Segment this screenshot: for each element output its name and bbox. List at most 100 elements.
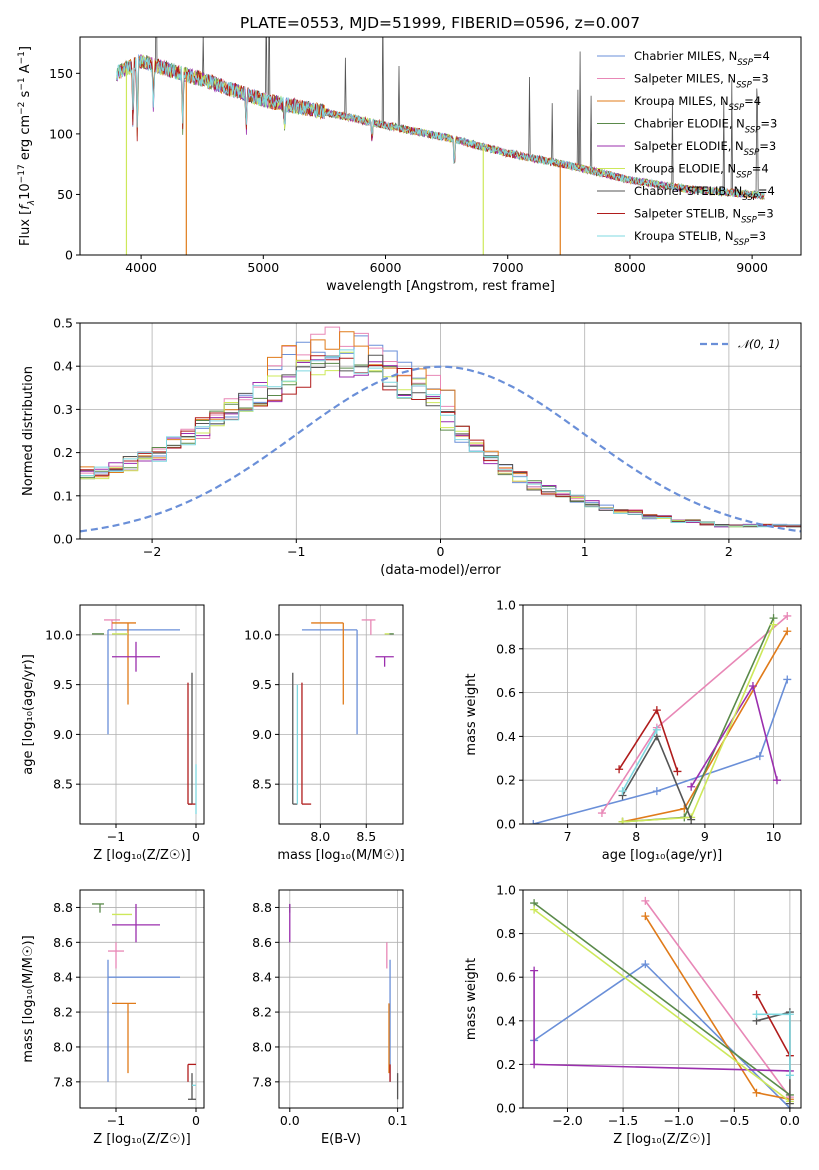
spectrum-x-axis-label: wavelength [Angstrom, rest frame] bbox=[326, 279, 555, 294]
legend-label: 𝒩(0, 1) bbox=[738, 337, 780, 351]
legend-name: Kroupa ELODIE, N bbox=[634, 162, 736, 176]
legend-eq: =3 bbox=[749, 229, 766, 243]
y-label-part: 10 bbox=[18, 183, 33, 200]
y-tick-label: 0.8 bbox=[496, 926, 516, 941]
mass-weight-marker bbox=[783, 675, 792, 684]
x-tick-label: −2.0 bbox=[552, 1113, 582, 1128]
x-tick-label: −1 bbox=[287, 544, 305, 559]
y-tick-label: 1.0 bbox=[496, 598, 516, 613]
y-tick-label: 9.0 bbox=[252, 727, 272, 742]
y-label-part: −1 bbox=[17, 51, 27, 64]
errorbar-point bbox=[112, 1002, 136, 1074]
age_vs_Z-panel: −1 0 8.5 9.0 9.5 10.0 Z [log₁₀(Z/Z☉)] age [log₁… bbox=[21, 604, 205, 863]
y-tick-label: 9.0 bbox=[53, 727, 73, 742]
y-tick-label: 8.2 bbox=[252, 1005, 272, 1020]
mass-weight-marker bbox=[687, 815, 696, 824]
y-label-part: λ bbox=[27, 200, 37, 206]
legend-name: Salpeter STELIB, N bbox=[634, 207, 741, 221]
y-tick-label: 10.0 bbox=[244, 627, 272, 642]
spectrum-panel: 4000 5000 6000 7000 8000 9000 0 50 100 150 wavelen… bbox=[17, 36, 802, 294]
y-tick-label: 9.5 bbox=[53, 677, 73, 692]
legend-label: Salpeter STELIB, NSSP=3 bbox=[634, 207, 774, 226]
mass-weight-marker bbox=[772, 776, 781, 785]
mass_vs_EBV-panel: 0.0 0.1 7.8 8.0 8.2 8.4 8.6 8.8 E(B-V) bbox=[252, 889, 408, 1147]
x-tick-label: −1 bbox=[107, 1113, 125, 1128]
y-tick-label: 8.4 bbox=[252, 970, 272, 985]
x-tick-label: 5000 bbox=[247, 260, 279, 275]
x-tick-label: 8000 bbox=[614, 260, 646, 275]
mass_weight_vs_age-y-axis-label: mass weight bbox=[464, 673, 479, 755]
mass-weight-marker bbox=[785, 1010, 794, 1019]
mass-weight-line bbox=[644, 915, 791, 1101]
age_vs_Z-y-axis-label: age [log₁₀(age/yr)] bbox=[21, 654, 36, 775]
errorbar-point bbox=[188, 1073, 196, 1100]
x-tick-label: 4000 bbox=[125, 260, 157, 275]
mass-weight-marker bbox=[529, 820, 538, 824]
legend-sub: SSP bbox=[736, 171, 752, 181]
mass-weight-marker bbox=[755, 752, 764, 761]
x-tick-label: 0.1 bbox=[388, 1113, 408, 1128]
mass-weight-marker bbox=[641, 896, 650, 905]
mass-weight-line bbox=[533, 908, 791, 1103]
errorbar-point bbox=[187, 1063, 196, 1082]
y-tick-label: 0.2 bbox=[496, 773, 516, 788]
y-tick-label: 0.3 bbox=[53, 402, 73, 417]
errorbar-point bbox=[112, 622, 136, 705]
mass-weight-marker bbox=[618, 787, 627, 796]
y-tick-label: 0.2 bbox=[496, 1057, 516, 1072]
x-tick-label: 9 bbox=[701, 829, 709, 844]
legend-name: Salpeter ELODIE, N bbox=[634, 139, 744, 153]
age_vs_Z-x-axis-label: Z [log₁₀(Z/Z☉)] bbox=[93, 848, 190, 863]
mass_weight_vs_age-panel: 7 8 9 10 0.0 0.2 0.4 0.6 0.8 1.0 age [log₁₀(age/yr… bbox=[464, 598, 802, 863]
x-tick-label: 7 bbox=[564, 829, 572, 844]
mass_vs_Z-y-axis-label: mass [log₁₀(M/M☉)] bbox=[21, 935, 36, 1062]
legend-name: Chabrier STELIB, N bbox=[634, 184, 742, 198]
errorbar-point bbox=[375, 656, 394, 667]
y-tick-label: 8.8 bbox=[252, 900, 272, 915]
mass-weight-marker bbox=[752, 1088, 761, 1097]
age_vs_Z-plot-area bbox=[92, 619, 197, 815]
y-tick-label: 8.6 bbox=[53, 935, 73, 950]
mass-weight-line bbox=[621, 729, 658, 792]
y-tick-label: 8.6 bbox=[252, 935, 272, 950]
y-tick-label: 7.8 bbox=[252, 1074, 272, 1089]
y-tick-label: 1.0 bbox=[496, 883, 516, 898]
x-tick-label: 1 bbox=[581, 544, 589, 559]
legend-label: Kroupa MILES, NSSP=4 bbox=[634, 94, 761, 113]
legend-eq: =4 bbox=[752, 162, 769, 176]
legend-sub: SSP bbox=[741, 216, 757, 226]
errorbar-point bbox=[107, 629, 180, 735]
y-tick-label: 0.8 bbox=[496, 641, 516, 656]
y-tick-label: 0.1 bbox=[53, 488, 73, 503]
errorbar-point bbox=[104, 619, 120, 630]
spectrum-plot-area bbox=[116, 37, 765, 255]
mass_vs_EBV-frame bbox=[278, 889, 404, 1109]
errorbar-point bbox=[108, 942, 124, 969]
legend-sub: SSP bbox=[729, 103, 745, 113]
mass-weight-marker bbox=[615, 765, 624, 774]
residuals-x-axis-label: (data-model)/error bbox=[380, 563, 501, 578]
errorbar-point bbox=[301, 682, 312, 805]
x-tick-label: −0.5 bbox=[719, 1113, 749, 1128]
mass-weight-line bbox=[644, 900, 791, 1098]
legend-eq: =3 bbox=[752, 72, 769, 86]
y-tick-label: 0.6 bbox=[496, 685, 516, 700]
mass_vs_EBV-x-axis-label: E(B-V) bbox=[321, 1132, 361, 1147]
mass_weight_vs_Z-plot-area bbox=[530, 896, 794, 1108]
mass-weight-marker bbox=[752, 1010, 761, 1019]
legend-sub: SSP bbox=[734, 238, 750, 248]
legend-name: Chabrier ELODIE, N bbox=[634, 117, 745, 131]
mass-weight-line bbox=[533, 963, 791, 1108]
mass_weight_vs_Z-x-axis-label: Z [log₁₀(Z/Z☉)] bbox=[613, 1132, 710, 1147]
y-tick-label: 9.5 bbox=[252, 677, 272, 692]
mass-weight-marker bbox=[530, 966, 539, 975]
legend-sub: SSP bbox=[745, 126, 761, 136]
legend-label: Kroupa ELODIE, NSSP=4 bbox=[634, 162, 769, 181]
mass-weight-marker bbox=[530, 1060, 539, 1069]
mass-weight-marker bbox=[673, 767, 682, 776]
y-tick-label: 8.0 bbox=[53, 1039, 73, 1054]
age_vs_mass-frame bbox=[278, 604, 404, 825]
y-tick-label: 0.0 bbox=[496, 817, 516, 832]
mass-weight-marker bbox=[785, 1099, 794, 1108]
